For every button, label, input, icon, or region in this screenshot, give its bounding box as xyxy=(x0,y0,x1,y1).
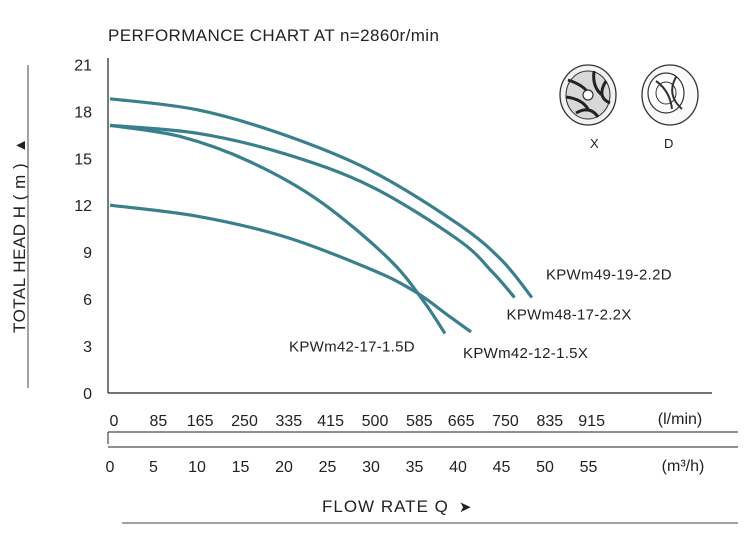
x-tick-label-lmin: 250 xyxy=(231,413,258,430)
y-tick-label: 0 xyxy=(83,386,92,403)
chart-title: PERFORMANCE CHART AT n=2860r/min xyxy=(108,26,440,45)
x-unit-m3h: (m³/h) xyxy=(662,458,705,475)
x-tick-label-lmin: 335 xyxy=(276,413,303,430)
right-arrow-icon: ➤ xyxy=(458,499,473,516)
closed-impeller-x-icon xyxy=(559,64,617,126)
y-tick-label: 9 xyxy=(83,245,92,262)
x-tick-label-m3h: 20 xyxy=(275,459,293,476)
y-tick-label: 18 xyxy=(74,104,92,121)
y-tick-label: 15 xyxy=(74,151,92,168)
x-tick-label-m3h: 25 xyxy=(319,459,337,476)
series-label: KPWm42-17-1.5D xyxy=(289,339,415,356)
x-tick-label-lmin: 0 xyxy=(110,413,119,430)
series-label: KPWm42-12-1.5X xyxy=(463,345,588,362)
x-tick-label-m3h: 0 xyxy=(106,459,115,476)
x-tick-label-m3h: 30 xyxy=(362,459,380,476)
series-curve xyxy=(109,123,447,335)
x-tick-label-lmin: 665 xyxy=(448,413,475,430)
icon-d-label: D xyxy=(664,136,674,151)
x-tick-label-lmin: 750 xyxy=(492,413,519,430)
x-tick-label-lmin: 85 xyxy=(149,413,167,430)
y-tick-label: 12 xyxy=(74,198,92,215)
series-label: KPWm48-17-2.2X xyxy=(507,307,632,324)
series-curve xyxy=(109,97,534,299)
x-tick-label-m3h: 45 xyxy=(493,459,511,476)
x-tick-label-lmin: 915 xyxy=(578,413,605,430)
x-tick-label-lmin: 500 xyxy=(362,413,389,430)
y-tick-label: 6 xyxy=(83,292,92,309)
y-tick-label: 3 xyxy=(83,339,92,356)
x-tick-label-lmin: 835 xyxy=(537,413,564,430)
x-tick-label-lmin: 585 xyxy=(406,413,433,430)
x-axis-label-text: FLOW RATE Q xyxy=(322,497,449,516)
x-tick-label-lmin: 165 xyxy=(187,413,214,430)
x-tick-label-m3h: 35 xyxy=(406,459,424,476)
x-tick-label-m3h: 15 xyxy=(232,459,250,476)
x-tick-label-m3h: 5 xyxy=(149,459,158,476)
series-curve xyxy=(109,203,472,334)
series-label: KPWm49-19-2.2D xyxy=(546,267,672,284)
x-tick-label-m3h: 50 xyxy=(536,459,554,476)
y-tick-label: 21 xyxy=(74,57,92,74)
x-tick-label-m3h: 40 xyxy=(449,459,467,476)
x-tick-label-lmin: 415 xyxy=(317,413,344,430)
x-tick-label-m3h: 10 xyxy=(188,459,206,476)
x-axis-label: FLOW RATE Q ➤ xyxy=(322,497,472,517)
icon-x-label: X xyxy=(590,136,599,151)
series-curve xyxy=(109,123,516,299)
x-unit-lmin: (l/min) xyxy=(658,411,702,428)
x-tick-label-m3h: 55 xyxy=(580,459,598,476)
open-impeller-d-icon xyxy=(641,64,699,126)
